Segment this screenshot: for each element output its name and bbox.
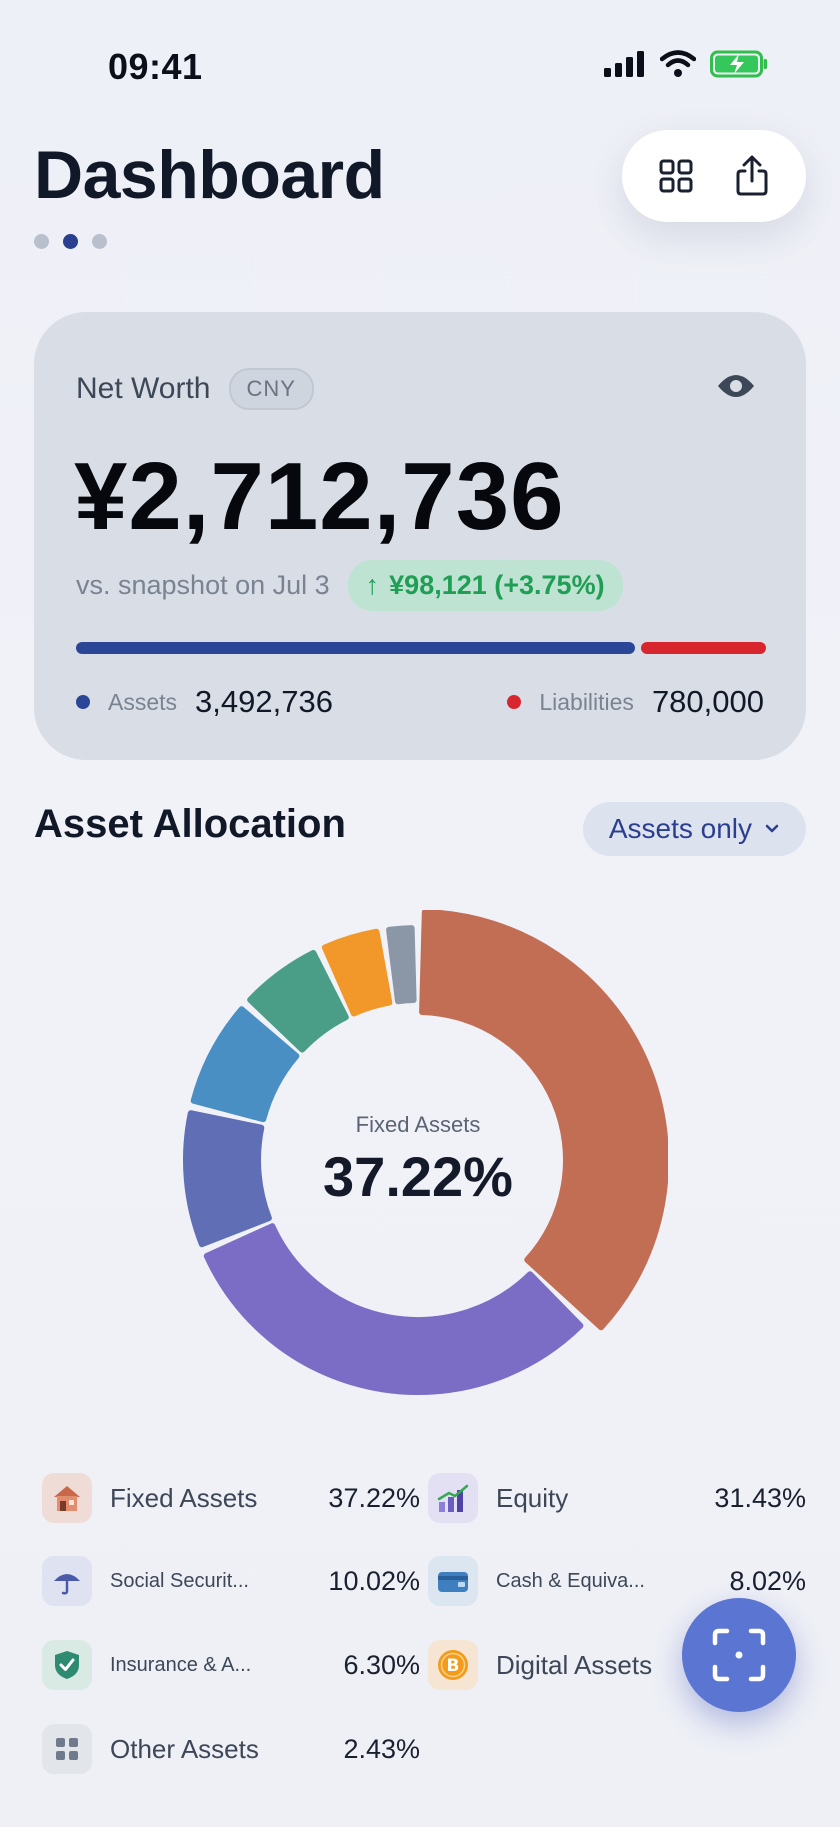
- allocation-filter-dropdown[interactable]: Assets only: [582, 802, 806, 856]
- net-worth-label: Net Worth: [76, 372, 211, 405]
- legend-item-other-assets[interactable]: Other Assets 2.43%: [42, 1721, 420, 1777]
- grid-icon: [659, 159, 693, 193]
- wallet-icon: [438, 1572, 468, 1592]
- wifi-icon: [660, 50, 696, 77]
- header-actions: [622, 130, 806, 222]
- eye-icon: [718, 375, 754, 397]
- status-icons: [604, 50, 768, 78]
- comparison-text: vs. snapshot on Jul 3: [76, 570, 330, 600]
- house-icon-tile: [42, 1473, 92, 1523]
- legend-item-insurance[interactable]: Insurance & A... 6.30%: [42, 1637, 420, 1693]
- page-indicator: [34, 234, 107, 249]
- currency-badge[interactable]: CNY: [228, 368, 314, 410]
- liabilities-bar-segment: [641, 642, 766, 654]
- legend-label: Digital Assets: [496, 1649, 653, 1680]
- legend-percent: 6.30%: [343, 1649, 420, 1680]
- net-worth-header: Net Worth CNY: [76, 368, 314, 410]
- page-dot-2[interactable]: [63, 234, 78, 249]
- legend-label: Fixed Assets: [110, 1482, 258, 1513]
- signal-icon: [604, 51, 644, 77]
- donut-segment-digital-assets[interactable]: [321, 928, 393, 1017]
- assets-value: 3,492,736: [195, 684, 333, 719]
- section-title-asset-allocation: Asset Allocation: [34, 802, 346, 846]
- legend-label: Social Securit...: [110, 1569, 249, 1592]
- apps-icon: [56, 1738, 78, 1760]
- legend-item-cash[interactable]: Cash & Equiva... 8.02%: [428, 1553, 806, 1609]
- scan-fab[interactable]: [682, 1598, 796, 1712]
- page-dot-1[interactable]: [34, 234, 49, 249]
- wallet-icon-tile: [428, 1556, 478, 1606]
- shield-icon-tile: [42, 1640, 92, 1690]
- change-badge: ↑ ¥98,121 (+3.75%): [347, 560, 623, 611]
- donut-segment-equity[interactable]: [203, 1223, 584, 1395]
- apps-icon-tile: [42, 1724, 92, 1774]
- share-icon: [736, 155, 768, 196]
- svg-text:B: B: [447, 1656, 460, 1676]
- scan-icon: [712, 1628, 766, 1682]
- legend-label: Cash & Equiva...: [496, 1569, 645, 1592]
- legend-label: Insurance & A...: [110, 1653, 252, 1676]
- donut-segment-insurance-a[interactable]: [247, 949, 349, 1053]
- legend-item-equity[interactable]: Equity 31.43%: [428, 1470, 806, 1526]
- share-button[interactable]: [722, 146, 782, 206]
- net-worth-comparison: vs. snapshot on Jul 3 ↑ ¥98,121 (+3.75%): [76, 560, 623, 611]
- legend-item-digital-assets[interactable]: B Digital Assets: [428, 1637, 806, 1693]
- legend-percent: 37.22%: [328, 1482, 420, 1513]
- legend-label: Other Assets: [110, 1733, 259, 1764]
- toggle-visibility-button[interactable]: [716, 370, 756, 402]
- donut-segment-social-securit[interactable]: [183, 1110, 272, 1248]
- assets-label: Assets: [108, 688, 178, 715]
- change-value: ¥98,121 (+3.75%): [389, 570, 605, 600]
- arrow-up-icon: ↑: [365, 570, 380, 600]
- page-title: Dashboard: [34, 137, 385, 213]
- status-time: 09:41: [108, 46, 203, 87]
- legend-percent: 31.43%: [714, 1482, 806, 1513]
- allocation-donut-chart: Fixed Assets 37.22%: [168, 909, 669, 1410]
- legend-percent: 10.02%: [328, 1565, 420, 1596]
- net-worth-card: Net Worth CNY ¥2,712,736 vs. snapshot on…: [34, 312, 806, 760]
- donut-segment-cash-equiva[interactable]: [190, 1006, 300, 1123]
- liabilities-legend: Liabilities 780,000: [507, 684, 764, 720]
- bitcoin-icon-tile: B: [428, 1640, 478, 1690]
- assets-liabilities-bar: [76, 642, 766, 654]
- chart-bars-icon: [437, 1484, 469, 1512]
- legend-label: Equity: [496, 1482, 569, 1513]
- chevron-down-icon: [765, 824, 779, 833]
- assets-dot: [76, 695, 90, 709]
- donut-svg: [183, 909, 669, 1395]
- chart-bars-icon-tile: [428, 1473, 478, 1523]
- donut-segment-other-assets[interactable]: [386, 925, 417, 1005]
- shield-check-icon: [55, 1651, 79, 1679]
- liabilities-value: 780,000: [651, 684, 764, 719]
- layout-button[interactable]: [646, 146, 706, 206]
- umbrella-icon-tile: [42, 1556, 92, 1606]
- umbrella-icon: [54, 1574, 80, 1595]
- legend-item-social-security[interactable]: Social Securit... 10.02%: [42, 1553, 420, 1609]
- liabilities-dot: [507, 695, 522, 709]
- legend-percent: 2.43%: [343, 1733, 420, 1764]
- filter-label: Assets only: [608, 813, 752, 844]
- legend-percent: 8.02%: [729, 1565, 806, 1596]
- assets-bar-segment: [76, 642, 635, 654]
- liabilities-label: Liabilities: [539, 688, 634, 715]
- net-worth-value: ¥2,712,736: [74, 443, 565, 550]
- battery-charging-icon: [710, 50, 767, 78]
- assets-legend: Assets 3,492,736: [76, 684, 333, 720]
- house-icon: [54, 1486, 80, 1511]
- page-dot-3[interactable]: [92, 234, 107, 249]
- bitcoin-icon: B: [438, 1650, 468, 1680]
- donut-segment-fixed-assets[interactable]: [419, 909, 669, 1331]
- legend-item-fixed-assets[interactable]: Fixed Assets 37.22%: [42, 1470, 420, 1526]
